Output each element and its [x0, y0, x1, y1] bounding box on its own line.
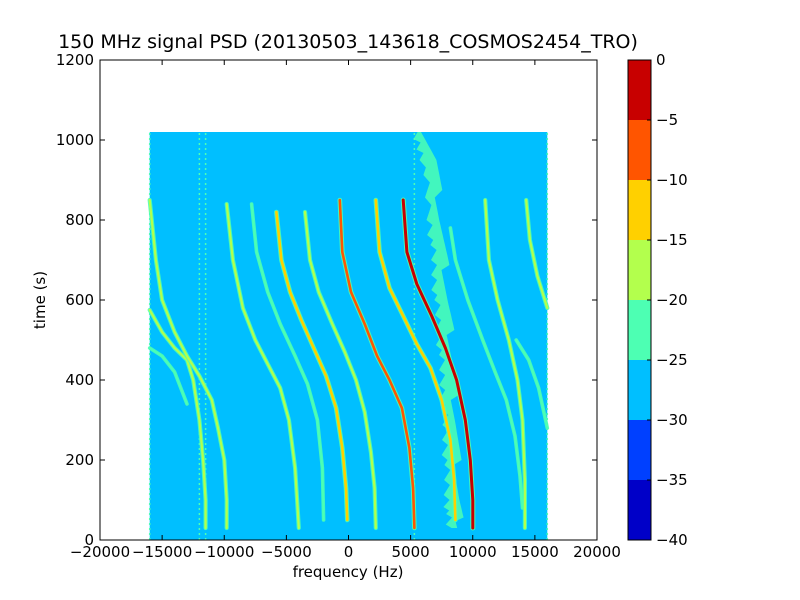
- track-t4: [225, 202, 300, 530]
- colorbar-tick-label: −30: [656, 411, 688, 429]
- x-tick-label: 0: [344, 543, 354, 561]
- track-t7: [303, 210, 377, 530]
- plot-area: [147, 132, 550, 540]
- colorbar-segment: [628, 60, 651, 120]
- track-t13: [525, 198, 549, 310]
- track-t14: [515, 339, 549, 429]
- colorbar-tick-label: −10: [656, 171, 688, 189]
- track-t11: [449, 227, 524, 509]
- track-t10: [401, 198, 475, 530]
- chart-title: 150 MHz signal PSD (20130503_143618_COSM…: [58, 31, 638, 53]
- y-tick-label: 1000: [56, 131, 94, 149]
- track-t3: [148, 347, 188, 405]
- x-tick-label: 15000: [511, 543, 559, 561]
- colorbar-tick-label: −40: [656, 531, 688, 549]
- track-t6: [275, 210, 349, 522]
- y-tick-label: 600: [65, 291, 94, 309]
- y-tick-label: 800: [65, 211, 94, 229]
- colorbar-segment: [628, 180, 651, 240]
- track-t9: [374, 198, 457, 522]
- colorbar-segment: [628, 120, 651, 180]
- colorbar-tick-label: −15: [656, 231, 688, 249]
- track-t1: [148, 308, 207, 530]
- colorbar-tick-label: −35: [656, 471, 688, 489]
- colorbar-tick-label: −25: [656, 351, 688, 369]
- x-tick-label: 10000: [449, 543, 497, 561]
- x-tick-label: 5000: [392, 543, 430, 561]
- track-t8: [338, 198, 416, 530]
- colorbar-tick-label: −20: [656, 291, 688, 309]
- colorbar-segment: [628, 240, 651, 300]
- x-tick-label: −10000: [194, 543, 254, 561]
- colorbar-segment: [628, 480, 651, 540]
- track-t5: [250, 203, 325, 521]
- x-tick-label: −20000: [70, 543, 130, 561]
- y-tick-label: 200: [65, 451, 94, 469]
- colorbar-segment: [628, 300, 651, 360]
- colorbar-segment: [628, 420, 651, 480]
- data-region: [149, 132, 548, 540]
- colorbar: −40 −35 −30 −25 −20 −15 −10 −5 0: [627, 51, 688, 549]
- y-axis-label: time (s): [31, 271, 49, 329]
- track-t2: [148, 198, 228, 530]
- colorbar-segment: [628, 360, 651, 420]
- y-axis: 0 200 400 600 800 1000 1200: [56, 51, 597, 549]
- y-tick-label: 0: [84, 531, 94, 549]
- track-t12: [484, 198, 526, 530]
- colorbar-tick-label: 0: [656, 51, 666, 69]
- y-tick-label: 1200: [56, 51, 94, 69]
- x-tick-label: 20000: [573, 543, 621, 561]
- colorbar-tick-label: −5: [656, 111, 678, 129]
- x-tick-label: −15000: [132, 543, 192, 561]
- x-tick-label: −5000: [261, 543, 312, 561]
- x-axis-label: frequency (Hz): [293, 563, 404, 581]
- y-tick-label: 400: [65, 371, 94, 389]
- x-axis: −20000 −15000 −10000 −5000 0 5000 10000 15000 20…: [70, 60, 621, 561]
